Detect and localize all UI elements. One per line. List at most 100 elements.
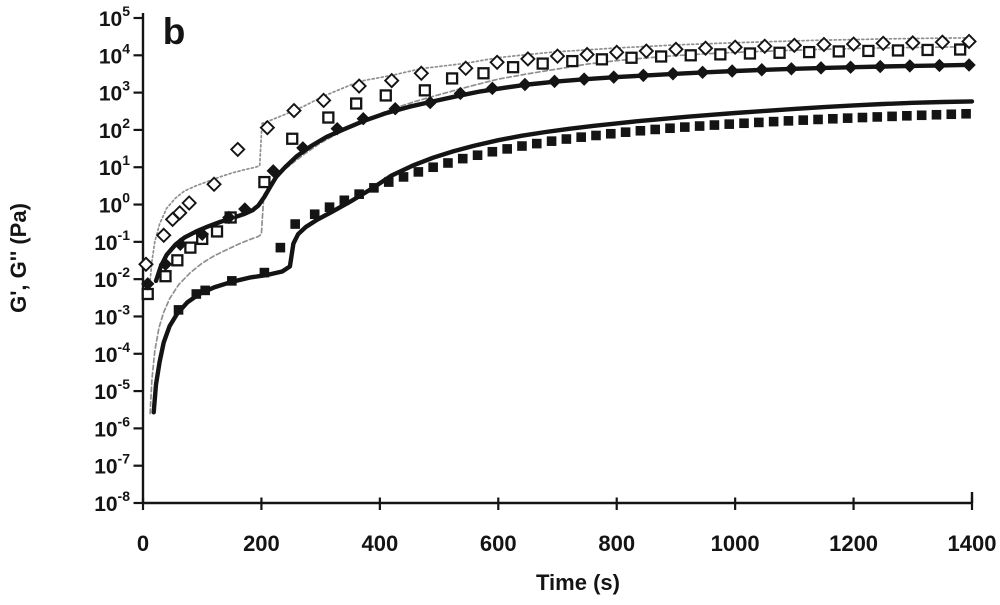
open-diamond-marker (727, 39, 743, 56)
filled-square-series (173, 108, 971, 315)
filled-diamond-marker (296, 141, 310, 155)
filled-square-marker (694, 121, 705, 131)
x-tick-label: 600 (480, 531, 517, 556)
open-square-marker (184, 241, 197, 254)
filled-diamond-marker (485, 81, 500, 96)
open-diamond-marker (286, 102, 302, 119)
filled-diamond-marker (453, 86, 468, 101)
filled-square-marker (517, 141, 527, 151)
filled-diamond-marker (666, 67, 680, 81)
axes-layer: 105 104 103 102 101 100 10-1 10-2 10-3 10-4 10-5 10… (94, 3, 996, 556)
filled-diamond-marker (222, 210, 236, 225)
x-tick-label: 200 (243, 531, 280, 556)
filled-diamond-marker (725, 64, 739, 78)
filled-square-marker (413, 167, 424, 177)
open-diamond-marker (155, 227, 172, 244)
open-diamond-marker (579, 46, 595, 63)
open-square-marker (862, 44, 875, 58)
x-tick-label: 1200 (829, 531, 878, 556)
filled-square-marker (620, 127, 631, 137)
filled-square-marker (309, 209, 320, 220)
filled-diamond-series (141, 58, 976, 291)
open-diamond-marker (138, 256, 154, 273)
x-tick-label: 400 (361, 531, 398, 556)
y-tick-label: 10-6 (94, 413, 130, 441)
filled-diamond-marker (962, 58, 976, 72)
filled-diamond-marker (607, 70, 621, 84)
filled-square-marker (842, 113, 853, 123)
filled-square-marker (783, 116, 794, 126)
y-tick-label: 10-5 (94, 376, 130, 404)
filled-square-marker (275, 242, 286, 253)
filled-diamond-marker (843, 60, 858, 74)
filled-diamond-marker (636, 68, 651, 83)
y-tick-label: 10-7 (94, 451, 130, 479)
open-square-marker (625, 51, 638, 64)
open-square-marker (210, 225, 224, 238)
filled-diamond-marker (784, 62, 799, 76)
filled-square-marker (961, 108, 971, 119)
filled-square-marker (383, 177, 394, 187)
filled-square-marker (576, 132, 586, 142)
filled-square-marker (259, 267, 270, 278)
filled-square-marker (902, 111, 912, 121)
filled-diamond-marker (238, 202, 252, 216)
filled-square-marker (502, 144, 512, 154)
filled-square-marker (828, 113, 838, 124)
open-square-marker (921, 43, 934, 57)
open-diamond-marker (816, 36, 832, 53)
open-diamond-marker (904, 35, 921, 51)
filled-square-marker (605, 128, 616, 139)
filled-square-marker (369, 183, 379, 193)
open-square-marker (506, 61, 520, 74)
open-square-marker (803, 45, 816, 59)
y-tick-label: 104 (99, 40, 130, 68)
filled-diamond-marker (195, 227, 209, 241)
filled-diamond-marker (423, 95, 437, 110)
filled-square-marker (724, 119, 735, 129)
x-tick-label: 800 (598, 531, 635, 556)
open-square-marker (773, 46, 786, 59)
filled-diamond-marker (932, 58, 947, 73)
filled-square-marker (635, 125, 646, 136)
filled-diamond-marker (518, 77, 532, 92)
filled-diamond-marker (873, 59, 887, 74)
filled-square-marker (591, 130, 601, 141)
y-tick-label: 10-4 (94, 339, 130, 367)
open-square-marker (350, 97, 363, 110)
open-diamond-marker (351, 78, 367, 94)
filled-square-marker (813, 114, 823, 125)
open-diamond-marker (520, 51, 536, 67)
filled-diamond-marker (547, 74, 562, 89)
y-tick-label: 10-1 (94, 227, 130, 255)
open-square-marker (418, 84, 432, 97)
y-axis-title: G', G'' (Pa) (6, 203, 31, 313)
open-square-marker (743, 47, 757, 60)
open-square-marker (445, 72, 459, 85)
fit-line-open-square (149, 45, 973, 415)
open-diamond-marker (413, 65, 430, 82)
fit-line-open-diamond (148, 36, 973, 295)
filled-square-marker (561, 134, 572, 144)
filled-diamond-marker (330, 121, 344, 136)
open-square-marker (322, 111, 335, 124)
y-tick-label: 101 (99, 152, 130, 180)
open-square-marker (954, 43, 967, 56)
open-diamond-marker (259, 119, 276, 136)
open-square-marker (595, 53, 609, 66)
open-square-marker (286, 132, 299, 145)
filled-square-marker (665, 123, 675, 134)
filled-square-marker (709, 120, 720, 130)
open-diamond-marker (756, 38, 773, 55)
y-tick-label: 102 (99, 115, 130, 143)
open-diamond-marker (697, 40, 714, 57)
open-diamond-marker (549, 48, 566, 64)
y-tick-label: 10-8 (94, 488, 130, 516)
open-diamond-marker (315, 92, 332, 109)
open-square-marker (159, 270, 172, 283)
y-tick-label: 100 (99, 190, 130, 218)
filled-square-marker (680, 122, 690, 132)
open-square-marker (832, 45, 845, 58)
open-diamond-marker (875, 35, 892, 52)
